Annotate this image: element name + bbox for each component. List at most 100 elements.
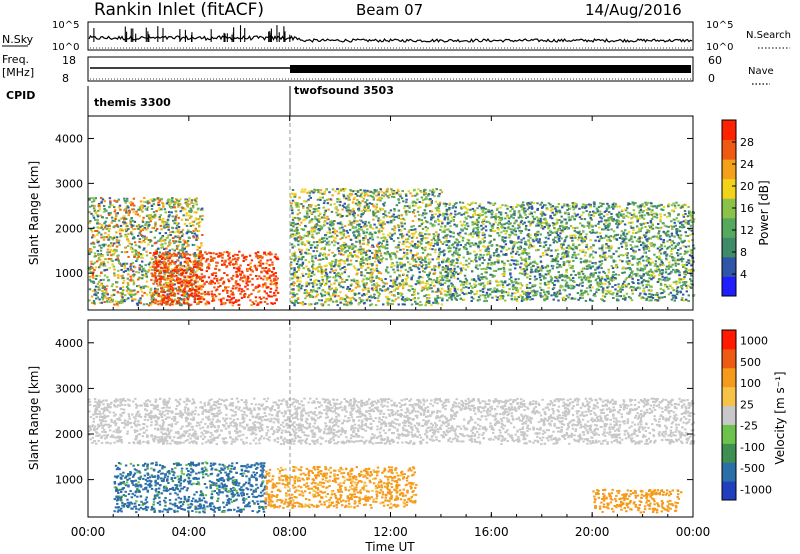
- scatter-cell: [265, 278, 269, 281]
- scatter-cell: [353, 297, 356, 300]
- scatter-cell: [440, 225, 443, 228]
- scatter-cell: [334, 294, 337, 297]
- scatter-cell: [330, 287, 334, 290]
- scatter-cell: [219, 252, 223, 255]
- scatter-cell: [426, 254, 429, 257]
- scatter-cell: [255, 268, 258, 271]
- scatter-cell: [127, 269, 130, 272]
- scatter-cell: [193, 211, 196, 214]
- scatter-cell: [334, 207, 337, 209]
- scatter-cell: [639, 269, 642, 272]
- scatter-cell: [636, 272, 639, 275]
- scatter-cell: [196, 263, 200, 265]
- scatter-cell: [442, 279, 445, 282]
- scatter-cell: [434, 291, 438, 293]
- scatter-cell: [98, 208, 101, 211]
- scatter-cell: [290, 228, 294, 231]
- scatter-cell: [259, 277, 263, 280]
- scatter-cell: [329, 231, 332, 234]
- scatter-cell: [138, 240, 141, 243]
- scatter-cell: [275, 299, 278, 302]
- scatter-cell: [191, 274, 195, 277]
- scatter-cell: [230, 293, 233, 296]
- scatter-cell: [300, 221, 303, 224]
- scatter-cell: [315, 250, 319, 253]
- scatter-cell: [447, 250, 451, 253]
- scatter-cell: [475, 213, 478, 216]
- scatter-cell: [164, 264, 168, 267]
- scatter-cell: [356, 249, 360, 252]
- scatter-cell: [305, 248, 309, 251]
- scatter-cell: [539, 242, 542, 244]
- scatter-cell: [382, 236, 386, 239]
- scatter-cell: [231, 291, 234, 294]
- scatter-cell: [153, 279, 156, 282]
- scatter-cell: [657, 268, 661, 271]
- scatter-cell: [170, 211, 173, 214]
- scatter-cell: [332, 236, 335, 239]
- scatter-cell: [316, 219, 319, 222]
- scatter-cell: [126, 277, 129, 280]
- scatter-cell: [410, 269, 413, 272]
- scatter-cell: [352, 231, 355, 234]
- scatter-cell: [309, 291, 313, 294]
- scatter-cell: [105, 217, 108, 219]
- scatter-cell: [262, 267, 265, 270]
- scatter-cell: [183, 254, 187, 257]
- scatter-cell: [398, 275, 402, 278]
- scatter-cell: [180, 280, 183, 283]
- scatter-cell: [140, 265, 143, 268]
- scatter-cell: [377, 242, 380, 245]
- scatter-cell: [358, 223, 361, 226]
- scatter-cell: [215, 253, 218, 256]
- scatter-cell: [133, 289, 136, 292]
- scatter-cell: [444, 205, 447, 208]
- scatter-cell: [239, 264, 242, 267]
- scatter-cell: [391, 215, 394, 218]
- freq-tick-bottom: 8: [62, 72, 69, 85]
- scatter-cell: [193, 232, 197, 235]
- scatter-cell: [376, 284, 380, 287]
- scatter-cell: [509, 210, 512, 213]
- scatter-cell: [308, 303, 311, 306]
- scatter-cell: [109, 211, 112, 214]
- scatter-cell: [304, 251, 307, 254]
- scatter-cell: [192, 202, 196, 205]
- scatter-cell: [362, 239, 365, 242]
- scatter-cell: [660, 203, 663, 206]
- scatter-cell: [274, 272, 277, 274]
- scatter-cell: [437, 207, 440, 210]
- scatter-cell: [350, 221, 353, 224]
- scatter-cell: [126, 267, 129, 270]
- scatter-cell: [129, 247, 133, 250]
- scatter-cell: [210, 282, 213, 285]
- scatter-cell: [359, 261, 362, 264]
- scatter-cell: [194, 255, 197, 257]
- scatter-cell: [155, 291, 159, 294]
- scatter-cell: [200, 268, 204, 271]
- scatter-cell: [139, 286, 142, 289]
- scatter-cell: [89, 220, 92, 223]
- scatter-cell: [113, 274, 116, 277]
- scatter-cell: [467, 239, 471, 242]
- scatter-cell: [104, 224, 108, 227]
- scatter-cell: [331, 188, 335, 191]
- scatter-cell: [234, 301, 237, 303]
- scatter-cell: [529, 224, 532, 227]
- scatter-cell: [194, 218, 198, 221]
- scatter-cell: [207, 302, 211, 305]
- scatter-cell: [138, 228, 142, 231]
- scatter-cell: [341, 215, 344, 217]
- power-scatter: [88, 187, 696, 307]
- scatter-cell: [181, 235, 184, 238]
- scatter-cell: [98, 288, 101, 291]
- scatter-cell: [418, 245, 421, 248]
- scatter-cell: [243, 276, 247, 279]
- scatter-cell: [136, 258, 139, 261]
- scatter-cell: [292, 292, 295, 294]
- scatter-cell: [431, 248, 434, 251]
- scatter-cell: [109, 242, 113, 245]
- scatter-cell: [312, 263, 315, 266]
- scatter-cell: [642, 259, 645, 262]
- scatter-cell: [217, 255, 221, 257]
